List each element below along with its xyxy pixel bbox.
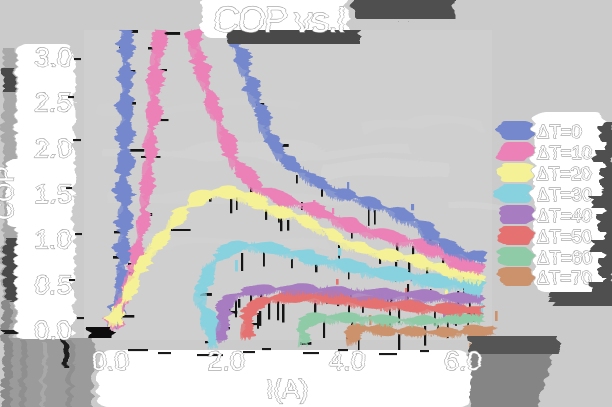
svg-text:4.0: 4.0 <box>327 346 365 376</box>
svg-text:ΔT=70: ΔT=70 <box>536 267 591 288</box>
svg-text:3.0: 3.0 <box>33 43 71 73</box>
svg-text:COP vs.I: COP vs.I <box>211 0 342 40</box>
svg-text:ΔT=30: ΔT=30 <box>536 184 591 205</box>
svg-text:COP: COP <box>0 166 18 220</box>
svg-text:2.0: 2.0 <box>33 134 71 164</box>
svg-text:0.0: 0.0 <box>33 316 71 346</box>
svg-text:2.0: 2.0 <box>206 346 244 376</box>
svg-text:ΔT=20: ΔT=20 <box>536 163 591 184</box>
svg-text:ΔT=50: ΔT=50 <box>536 226 591 247</box>
svg-text:I(A): I(A) <box>265 374 307 404</box>
svg-text:1.5: 1.5 <box>33 179 71 209</box>
svg-text:0.0: 0.0 <box>90 346 128 376</box>
svg-text:ΔT=60: ΔT=60 <box>536 247 591 268</box>
svg-text:ΔT=0: ΔT=0 <box>536 121 581 142</box>
svg-text:0.5: 0.5 <box>33 270 71 300</box>
svg-text:6.0: 6.0 <box>443 346 481 376</box>
svg-text:ΔT=10: ΔT=10 <box>536 142 591 163</box>
svg-text:2.5: 2.5 <box>33 88 71 118</box>
svg-text:1.0: 1.0 <box>33 225 71 255</box>
svg-text:ΔT=40: ΔT=40 <box>536 205 591 226</box>
